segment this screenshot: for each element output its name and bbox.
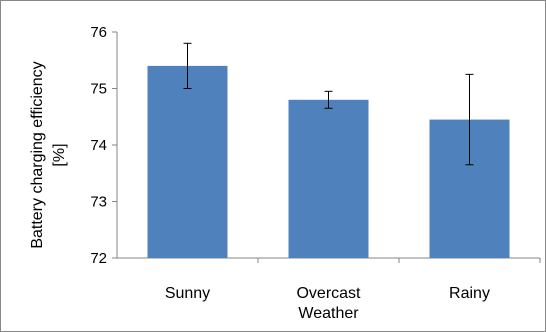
- y-axis-title: Battery charging efficiency [%]: [29, 61, 68, 248]
- error-bars: [183, 42, 474, 166]
- y-tick-label: 74: [90, 137, 107, 154]
- category-label-line: Overcast: [296, 285, 361, 302]
- y-tick-label: 75: [90, 81, 107, 98]
- bar: [288, 99, 369, 258]
- category-label: Rainy: [449, 285, 490, 302]
- x-axis-category-labels: Sunny Overcast Weather Rainy: [165, 285, 490, 322]
- bar: [147, 65, 228, 259]
- y-tick-label: 73: [90, 194, 107, 211]
- y-tick-label: 72: [90, 250, 107, 267]
- category-label-line: Weather: [298, 305, 359, 322]
- category-label: Overcast Weather: [296, 285, 361, 322]
- category-label: Sunny: [165, 285, 210, 302]
- category-label-line: Sunny: [165, 285, 210, 302]
- category-label-line: Rainy: [449, 285, 490, 302]
- y-tick-label: 76: [90, 24, 107, 41]
- y-axis-title-line: Battery charging efficiency: [29, 61, 46, 248]
- y-axis-title-line: [%]: [51, 143, 68, 166]
- y-axis-label: Battery charging efficiency [%]: [29, 61, 68, 248]
- y-axis-ticks: 72 73 74 75 76: [90, 24, 117, 267]
